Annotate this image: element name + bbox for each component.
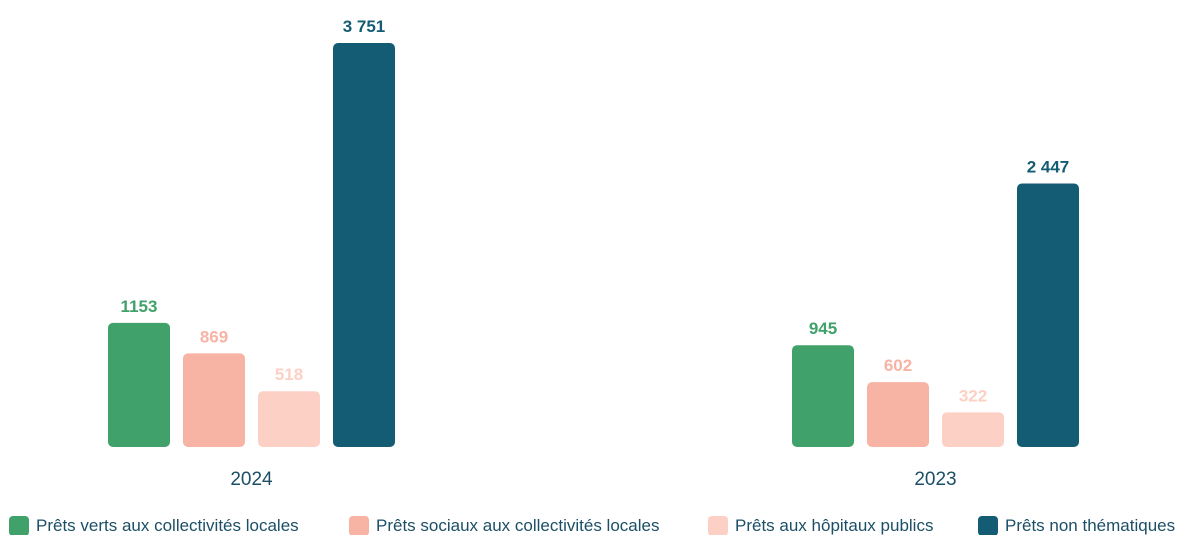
data-label-2024-series-2: 869 xyxy=(200,327,228,346)
legend-item-4: Prêts non thématiques xyxy=(978,516,1175,536)
data-label-2023-series-4: 2 447 xyxy=(1027,157,1070,176)
bar-2024-series-4 xyxy=(333,43,395,447)
data-label-2024-series-1: 1153 xyxy=(121,297,158,316)
legend-label-3: Prêts aux hôpitaux publics xyxy=(735,516,933,535)
legend-swatch-3 xyxy=(708,516,728,536)
legend-item-3: Prêts aux hôpitaux publics xyxy=(708,516,933,536)
legend-label-4: Prêts non thématiques xyxy=(1005,516,1175,535)
bar-2023-series-2 xyxy=(867,382,929,447)
bars-layer xyxy=(108,43,1079,447)
bar-2024-series-3 xyxy=(258,391,320,447)
data-labels-layer: 1153 869 518 3 751 945 602 322 2 447 xyxy=(121,17,1070,405)
data-label-2023-series-3: 322 xyxy=(959,386,987,405)
legend-swatch-4 xyxy=(978,516,998,536)
data-label-2024-series-4: 3 751 xyxy=(343,17,386,36)
legend-label-2: Prêts sociaux aux collectivités locales xyxy=(376,516,659,535)
bar-2023-series-1 xyxy=(792,345,854,447)
legend-item-2: Prêts sociaux aux collectivités locales xyxy=(349,516,659,536)
category-label-2023: 2023 xyxy=(914,469,956,490)
legend-item-1: Prêts verts aux collectivités locales xyxy=(9,516,299,536)
bar-2023-series-4 xyxy=(1017,183,1079,447)
legend-label-1: Prêts verts aux collectivités locales xyxy=(36,516,299,535)
bar-2023-series-3 xyxy=(942,412,1004,447)
data-label-2023-series-2: 602 xyxy=(884,356,912,375)
legend: Prêts verts aux collectivités locales Prê… xyxy=(9,516,1175,536)
bar-2024-series-2 xyxy=(183,353,245,447)
data-label-2023-series-1: 945 xyxy=(809,319,837,338)
category-labels-layer: 2024 2023 xyxy=(230,469,956,490)
legend-swatch-1 xyxy=(9,516,29,536)
legend-swatch-2 xyxy=(349,516,369,536)
data-label-2024-series-3: 518 xyxy=(275,365,303,384)
category-label-2024: 2024 xyxy=(230,469,273,490)
bar-2024-series-1 xyxy=(108,322,170,447)
